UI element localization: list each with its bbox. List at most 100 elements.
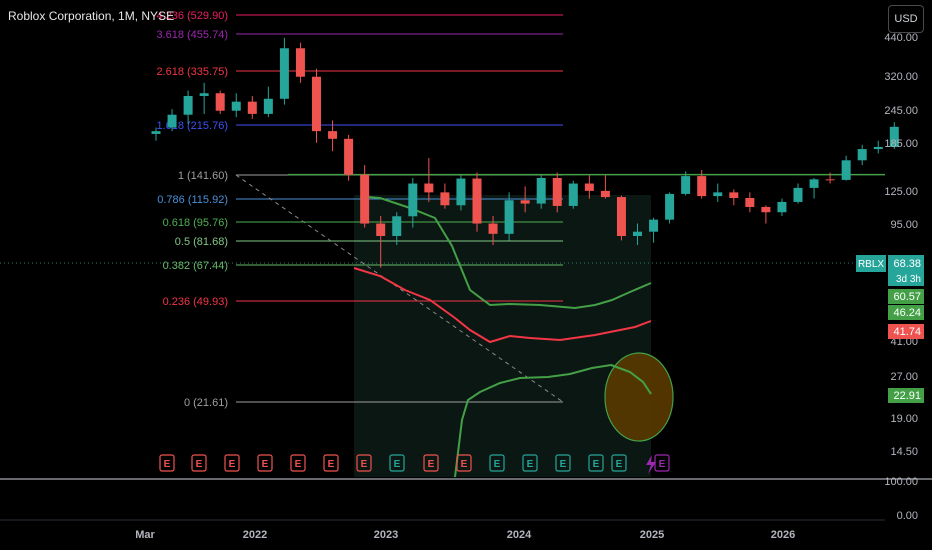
fib-level-label: 0.5 (81.68) [175, 236, 228, 248]
candle-body [456, 178, 466, 206]
earnings-marker-label: E [428, 459, 435, 470]
candle [183, 90, 193, 124]
rblx-symbol-label: RBLX [858, 259, 884, 270]
candle-body [793, 187, 803, 202]
time-axis-tick: 2024 [507, 529, 532, 541]
price-axis-tick: 125.00 [884, 186, 918, 198]
candle [199, 82, 209, 114]
currency-button[interactable]: USD [888, 5, 924, 33]
earnings-marker-box [389, 454, 405, 472]
candle-body [183, 95, 193, 115]
candle [777, 198, 787, 216]
candle-body [584, 183, 594, 191]
earnings-marker-box [323, 454, 339, 472]
candle-body [600, 190, 610, 198]
candle [649, 217, 659, 243]
earnings-marker: E [323, 454, 339, 472]
candle [536, 175, 546, 209]
candle [761, 205, 771, 224]
candle-body [360, 174, 370, 224]
earnings-marker-box [356, 454, 372, 472]
candle-body [665, 193, 675, 220]
fib-level-label: 1 (141.60) [178, 170, 228, 182]
candle [408, 177, 418, 228]
lower-band-overlay [610, 364, 652, 395]
earnings-marker-box [159, 454, 175, 472]
earnings-marker-label: E [560, 459, 567, 470]
earnings-marker-label: E [295, 459, 302, 470]
candle-body [713, 192, 723, 197]
price-axis-tick: 320.00 [884, 71, 918, 83]
earnings-marker-label: E [527, 459, 534, 470]
candle [665, 192, 675, 224]
earnings-marker: E [159, 454, 175, 472]
candle-body [568, 183, 578, 206]
time-axis-tick: 2023 [374, 529, 398, 541]
candle-body [649, 219, 659, 232]
earnings-marker: E [389, 454, 405, 472]
chart-title: Roblox Corporation, 1M, NYSE [8, 9, 175, 23]
candle-body [440, 192, 450, 206]
candle [456, 175, 466, 211]
candle-body [424, 183, 434, 193]
candle [151, 127, 161, 141]
time-axis-tick: 2022 [243, 529, 267, 541]
candle-body [279, 48, 289, 99]
candle [312, 68, 321, 143]
candle [873, 140, 883, 154]
earnings-marker-box [191, 454, 207, 472]
middle-band [353, 267, 652, 344]
candle [809, 177, 819, 199]
candle-body [841, 160, 851, 180]
earnings-marker: E [522, 454, 538, 472]
candle [633, 223, 642, 246]
price-axis-tick: 245.00 [884, 105, 918, 117]
last-price-badge [888, 255, 924, 286]
time-axis-tick: 2026 [771, 529, 795, 541]
candle-body [231, 101, 241, 111]
candle-body [312, 76, 321, 132]
candle-body [328, 131, 338, 139]
earnings-marker-box [290, 454, 306, 472]
earnings-marker: E [654, 454, 670, 472]
highlight-zone [354, 195, 651, 477]
candle [793, 183, 803, 204]
candle-body [825, 179, 835, 181]
rblx-symbol-badge [856, 255, 886, 272]
candle [167, 109, 177, 132]
candle-body [697, 176, 707, 197]
candle [231, 93, 241, 118]
earnings-marker-label: E [494, 459, 501, 470]
fib-level-label: 0.382 (67.44) [163, 260, 228, 272]
last-price-value: 68.38 [893, 258, 921, 270]
candle-body [263, 98, 273, 114]
earnings-marker: E [290, 454, 306, 472]
time-to-close: 3d 3h [896, 274, 921, 285]
candle [889, 122, 899, 150]
earnings-marker-label: E [196, 459, 203, 470]
candle-body [151, 131, 161, 134]
earnings-marker-box [423, 454, 439, 472]
candle [600, 175, 610, 199]
earnings-marker: E [611, 454, 627, 472]
fib-trend-line [235, 174, 564, 403]
time-axis-tick: 2025 [640, 529, 664, 541]
candle [488, 215, 498, 246]
candle [279, 37, 289, 105]
fib-level-label: 0.618 (95.76) [163, 217, 228, 229]
candle-body [488, 223, 498, 234]
fib-level-label: 2.618 (335.75) [156, 66, 228, 78]
candle-body [408, 183, 418, 217]
candle [841, 155, 851, 181]
candle-body [633, 231, 642, 236]
candle [584, 175, 594, 199]
price-badge [888, 324, 924, 339]
candle [424, 157, 434, 202]
earnings-marker: E [588, 454, 604, 472]
candle [729, 189, 739, 206]
candle [247, 95, 257, 119]
fib-level-label: 0.786 (115.92) [157, 194, 228, 206]
earnings-marker-label: E [659, 459, 666, 470]
candle-body [745, 198, 755, 207]
